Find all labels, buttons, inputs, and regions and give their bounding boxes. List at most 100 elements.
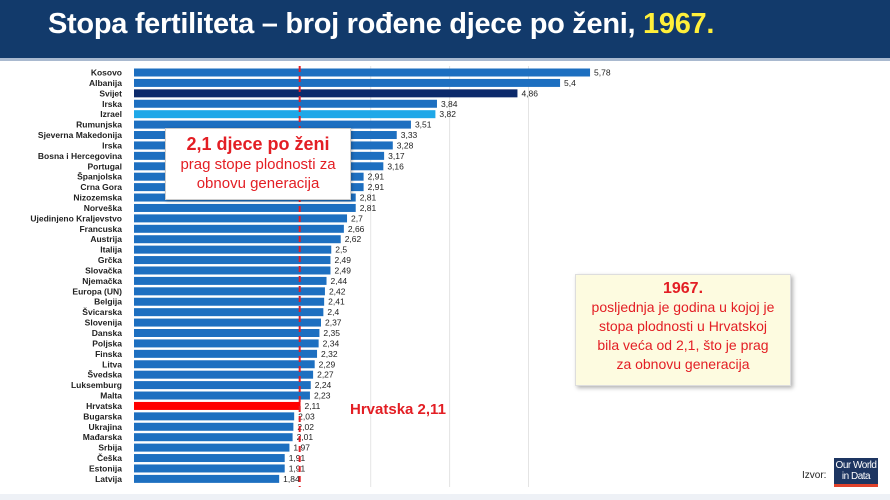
data-label: 1,91 xyxy=(289,463,306,473)
category-label: Norveška xyxy=(84,203,123,213)
category-label: Irska xyxy=(102,99,122,109)
bar xyxy=(134,391,310,400)
data-label: 4,86 xyxy=(521,88,538,98)
bar xyxy=(134,276,327,285)
bar xyxy=(134,464,285,473)
note-line: posljednja je godina u kojoj je xyxy=(591,299,775,315)
category-label: Malta xyxy=(100,391,122,401)
data-label: 2,01 xyxy=(297,432,314,442)
data-label: 2,27 xyxy=(317,370,334,380)
category-label: Portugal xyxy=(88,161,122,171)
bar xyxy=(134,422,294,431)
bar xyxy=(134,245,332,254)
bar xyxy=(134,224,344,233)
bar xyxy=(134,203,356,212)
category-label: Ukrajina xyxy=(88,422,122,432)
bar xyxy=(134,329,320,337)
source-label: Izvor: xyxy=(802,470,827,481)
bar xyxy=(134,266,331,275)
note-line: bila veća od 2,1, što je prag xyxy=(597,337,769,353)
note-heading: 1967. xyxy=(662,280,704,297)
data-label: 2,24 xyxy=(315,380,332,390)
bar xyxy=(134,412,295,421)
bar xyxy=(134,474,280,483)
bar xyxy=(134,454,285,463)
title-bar: Stopa fertiliteta – broj rođene djece po… xyxy=(0,0,890,61)
data-label: 5,78 xyxy=(594,68,611,78)
category-label: Švicarska xyxy=(82,306,122,317)
category-label: Francuska xyxy=(79,224,122,234)
footer-strip xyxy=(0,494,890,500)
category-label: Poljska xyxy=(92,338,122,348)
category-label: Španjolska xyxy=(77,171,122,182)
data-label: 5,4 xyxy=(564,78,576,88)
category-label: Austrija xyxy=(90,234,122,244)
category-label: Srbija xyxy=(98,443,122,453)
bar xyxy=(134,214,348,223)
data-label: 2,81 xyxy=(360,193,377,203)
category-label: Svijet xyxy=(99,88,122,98)
data-label: 2,62 xyxy=(345,234,362,244)
category-label: Latvija xyxy=(95,474,122,484)
data-label: 3,33 xyxy=(401,130,418,140)
bar xyxy=(134,297,325,306)
category-label: Ujedinjeno Kraljevstvo xyxy=(30,213,122,223)
data-label: 2,49 xyxy=(334,255,351,265)
data-label: 2,44 xyxy=(331,276,348,286)
data-label: 3,82 xyxy=(439,109,456,119)
bar xyxy=(134,235,341,244)
bar xyxy=(134,287,325,296)
data-label: 2,37 xyxy=(325,318,342,328)
data-label: 2,32 xyxy=(321,349,338,359)
data-label: 1,97 xyxy=(293,443,310,453)
category-label: Estonija xyxy=(89,463,122,473)
data-label: 3,16 xyxy=(387,161,404,171)
category-label: Izrael xyxy=(100,109,122,119)
category-label: Italija xyxy=(100,245,122,255)
bar xyxy=(134,256,331,265)
category-label: Luksemburg xyxy=(71,380,122,390)
category-label: Njemačka xyxy=(82,276,122,286)
category-label: Bugarska xyxy=(83,411,122,421)
bar xyxy=(134,308,324,317)
bar xyxy=(134,443,290,452)
category-label: Rumunjska xyxy=(76,120,122,130)
owid-logo: Our World in Data xyxy=(834,458,878,487)
data-label: 2,34 xyxy=(323,338,340,348)
note-line: stopa plodnosti u Hrvatskoj xyxy=(598,318,768,334)
bar xyxy=(134,78,561,87)
category-label: Litva xyxy=(102,359,122,369)
category-label: Češka xyxy=(97,452,122,463)
data-label: 3,28 xyxy=(397,140,414,150)
category-label: Slovenija xyxy=(85,318,123,328)
data-label: 3,17 xyxy=(388,151,405,161)
bar xyxy=(134,349,318,358)
bar xyxy=(134,110,436,119)
data-label: 2,42 xyxy=(329,286,346,296)
data-label: 2,23 xyxy=(314,391,331,401)
title-text: Stopa fertiliteta – broj rođene djece po… xyxy=(48,8,636,40)
data-label: 2,29 xyxy=(319,359,336,369)
threshold-heading: 2,1 djece po ženi xyxy=(186,134,330,154)
category-label: Belgija xyxy=(94,297,122,307)
data-label: 2,03 xyxy=(298,411,315,421)
title-year: 1967. xyxy=(643,8,715,40)
category-label: Nizozemska xyxy=(73,193,122,203)
data-label: 2,11 xyxy=(304,401,320,411)
data-label: 2,41 xyxy=(328,297,345,307)
category-label: Europa (UN) xyxy=(72,286,122,296)
data-label: 1,84 xyxy=(283,474,300,484)
category-label: Slovačka xyxy=(85,265,122,275)
data-label: 2,7 xyxy=(351,213,363,223)
bar xyxy=(134,381,311,390)
data-label: 2,81 xyxy=(360,203,377,213)
data-label: 1,91 xyxy=(289,453,306,463)
chart-title: Stopa fertiliteta – broj rođene djece po… xyxy=(48,8,714,41)
croatia-label: Hrvatska 2,11 xyxy=(350,401,446,418)
bar xyxy=(134,318,321,327)
data-label: 2,02 xyxy=(297,422,314,432)
threshold-line1: prag stope plodnosti za xyxy=(180,156,336,173)
bar xyxy=(134,360,315,369)
data-label: 3,84 xyxy=(441,99,458,109)
